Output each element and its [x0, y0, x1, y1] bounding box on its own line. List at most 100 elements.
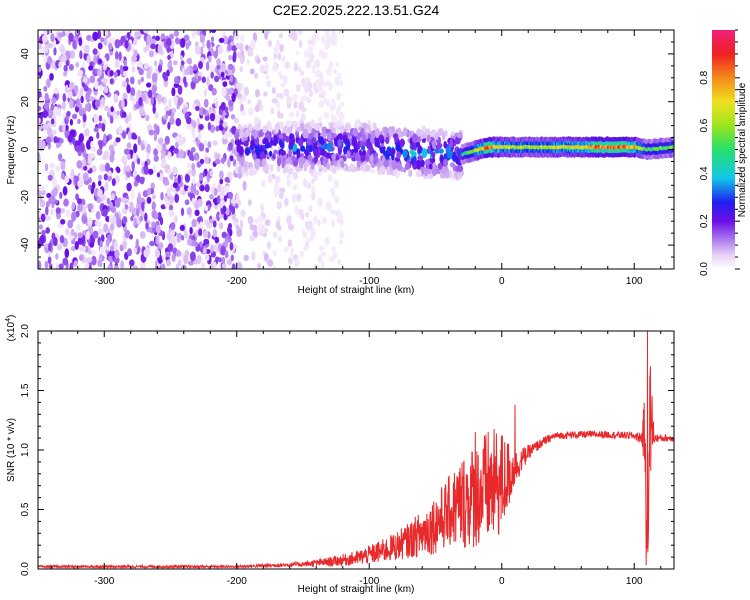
spectrogram-cell — [47, 174, 53, 181]
spectrogram-cell — [320, 148, 326, 156]
spectrogram-cell — [304, 220, 309, 230]
spectrogram-cell — [279, 142, 284, 149]
spectrogram-cell — [77, 236, 84, 246]
spectrogram-cell — [221, 86, 227, 97]
spectrogram-cell — [260, 225, 266, 235]
spectrogram-cell — [366, 140, 372, 150]
spectrogram-cell — [109, 245, 115, 252]
spectrogram-cell — [257, 214, 264, 223]
colorbar-ticks: 0.0 0.2 0.4 0.6 0.8 — [699, 29, 740, 276]
spectrogram-cell — [158, 242, 164, 250]
spectrogram-cell — [96, 197, 102, 204]
spectrogram-cell — [272, 154, 276, 160]
spectrogram-cell — [382, 126, 389, 135]
spectrogram-cell — [424, 159, 431, 166]
x-axis-tick-label: 0 — [499, 576, 505, 587]
spectrogram-cell — [154, 248, 161, 259]
spectrogram-cell — [306, 81, 313, 92]
spectrogram-cell — [307, 154, 312, 161]
spectrogram-cell — [287, 257, 293, 265]
spectrogram-cell — [297, 30, 303, 35]
spectrogram-cell — [134, 103, 141, 109]
snr-y-multiplier: (x104) — [5, 315, 17, 342]
spectrogram-cell — [263, 91, 268, 97]
spectrogram-cell — [176, 237, 181, 243]
x-axis-tick-label: -100 — [359, 276, 379, 287]
spectrogram-cell — [209, 124, 216, 134]
spectrogram-cell — [259, 104, 264, 112]
spectrogram-cell — [412, 156, 417, 163]
spectrogram-cell — [273, 134, 278, 145]
spectrogram-cell — [172, 182, 178, 189]
spectrogram-cell — [286, 214, 292, 225]
spectrogram-cell — [421, 148, 428, 159]
spectrogram-cell — [228, 204, 233, 211]
spectrogram-cell — [202, 139, 208, 147]
spectrogram-cell — [311, 192, 316, 201]
spectrogram-cell — [265, 73, 270, 80]
spectrogram-cell — [126, 142, 132, 149]
spectrogram-cell — [194, 189, 200, 196]
spectrogram-cell — [129, 95, 134, 102]
spectrogram-cell — [73, 260, 78, 267]
spectrogram-cell — [143, 249, 150, 258]
spectrogram-cell — [135, 207, 140, 217]
snr-plot-area — [38, 331, 674, 569]
spectrogram-cell — [211, 87, 217, 96]
spectrogram-cell — [272, 65, 278, 72]
spectrogram-cell — [171, 253, 176, 263]
spectrogram-cell — [186, 123, 193, 130]
spectrogram-cell — [92, 230, 99, 239]
spectrogram-cell — [38, 43, 42, 50]
spectrogram-cell — [310, 162, 315, 170]
spectrogram-cell — [50, 33, 55, 42]
spectrogram-cell — [109, 70, 114, 77]
spectrogram-cell — [140, 143, 145, 151]
spectrogram-cell — [362, 133, 367, 143]
spectrogram-cell — [276, 201, 283, 210]
spectrogram-cell — [269, 163, 274, 172]
spectrogram-cell — [49, 195, 56, 204]
spectrogram-cell — [139, 215, 144, 222]
spectrogram-cell — [369, 154, 374, 163]
spectrogram-cell — [261, 179, 266, 188]
spectrogram-cell — [62, 93, 67, 103]
spectrogram-cell — [292, 93, 298, 102]
spectrogram-cell — [48, 263, 53, 269]
spectrogram-cell — [170, 112, 175, 119]
spectrogram-cell — [43, 101, 50, 110]
spectrogram-cell — [300, 95, 305, 103]
spectrogram-cell — [295, 50, 300, 56]
spectrogram-cell — [229, 241, 234, 251]
spectrogram-cell — [388, 129, 393, 137]
colorbar-gradient — [712, 30, 735, 269]
spectrogram-cell — [227, 158, 231, 168]
spectrogram-cell — [75, 61, 80, 68]
spectrogram-cell — [196, 198, 203, 208]
colorbar-tick-label: 0.2 — [699, 214, 710, 228]
spectrogram-cell — [74, 240, 79, 250]
spectrogram-cell — [262, 125, 268, 134]
spectrogram-cell — [315, 132, 319, 139]
spectrogram-cell — [77, 198, 82, 205]
spectrogram-cell — [156, 94, 163, 103]
spectrogram-cell — [332, 33, 338, 42]
spectrogram-cell — [43, 243, 50, 249]
spectrogram-cell — [304, 161, 310, 168]
spectrogram-cell — [264, 31, 269, 40]
spectrogram-cell — [165, 37, 172, 47]
spectrogram-cell — [99, 84, 103, 92]
spectrogram-cell — [153, 212, 159, 220]
spectrogram-cell — [266, 241, 272, 250]
spectrogram-cell — [290, 246, 294, 257]
spectrogram-cell — [219, 170, 224, 180]
spectrogram-cell — [452, 152, 457, 163]
spectrogram-cell — [185, 42, 189, 50]
spectrogram-cell — [103, 57, 107, 67]
spectrogram-cell — [106, 37, 113, 45]
spectrogram-cell — [38, 96, 45, 106]
spectrogram-cell — [202, 229, 209, 238]
spectrogram-cell — [457, 165, 464, 172]
spectrogram-cell — [114, 59, 120, 69]
spectrogram-cell — [161, 263, 166, 269]
